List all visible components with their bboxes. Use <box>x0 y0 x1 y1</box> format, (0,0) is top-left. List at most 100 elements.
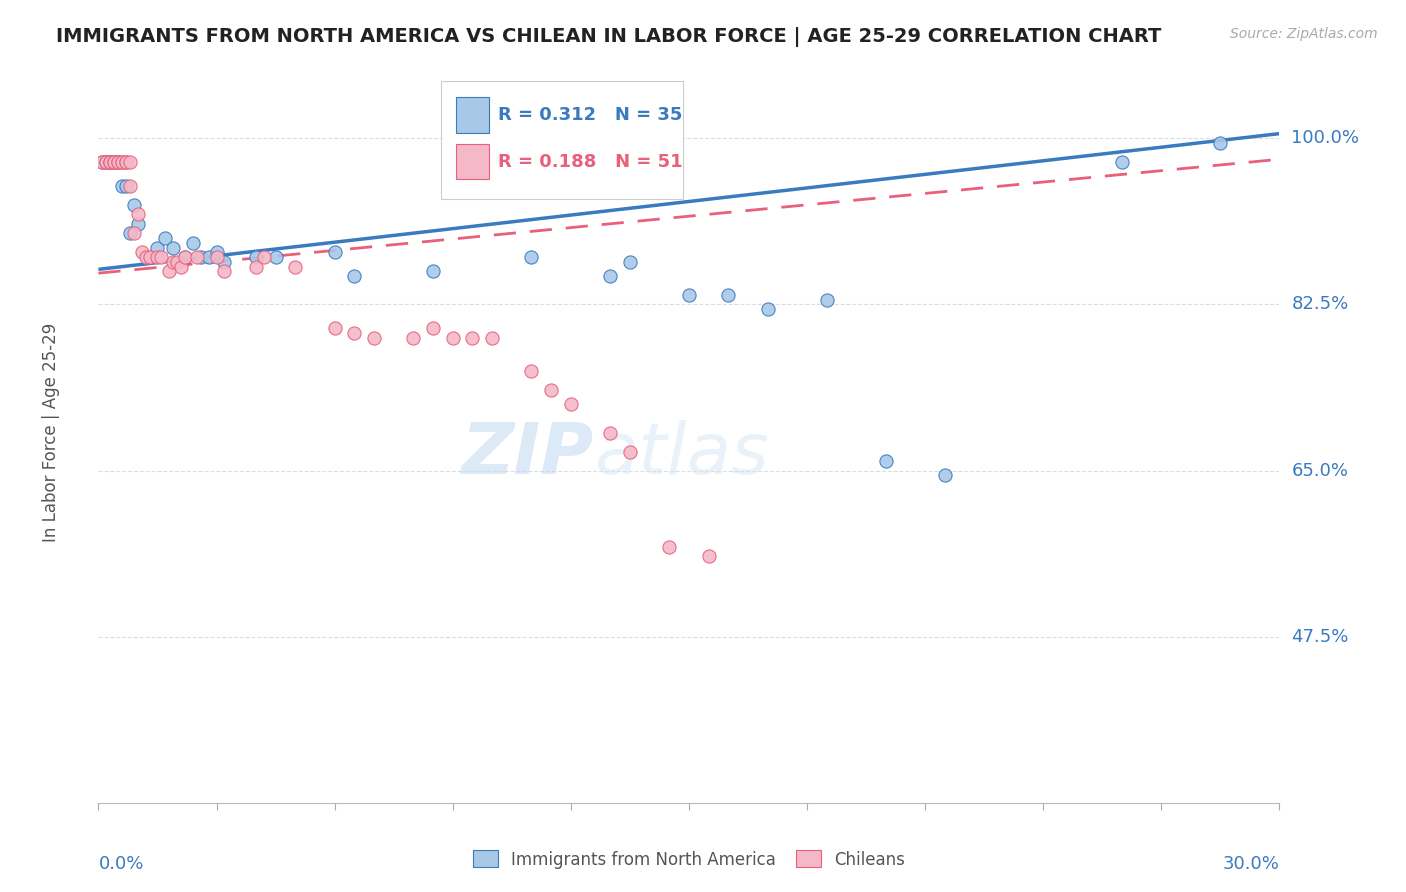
Point <box>678 288 700 302</box>
Text: 100.0%: 100.0% <box>1291 129 1360 147</box>
Point <box>697 549 720 563</box>
Point <box>264 250 287 264</box>
Point <box>157 264 180 278</box>
Point <box>245 250 267 264</box>
Point <box>422 264 444 278</box>
Point <box>174 250 197 264</box>
Point <box>111 155 134 169</box>
Point <box>214 254 236 268</box>
Point <box>323 245 346 260</box>
Point <box>111 155 134 169</box>
Point <box>127 207 149 221</box>
Point <box>122 198 145 212</box>
Point <box>146 250 169 264</box>
Point <box>162 240 184 254</box>
Point <box>619 444 641 458</box>
Point <box>343 268 366 283</box>
Point <box>560 397 582 411</box>
Point <box>520 364 543 378</box>
Point <box>135 250 157 264</box>
Point <box>115 155 138 169</box>
Point <box>599 268 621 283</box>
Point <box>934 468 956 483</box>
Point <box>115 178 138 193</box>
Point <box>98 155 121 169</box>
Point <box>98 155 121 169</box>
Point <box>1111 155 1133 169</box>
Point <box>96 155 118 169</box>
Point <box>103 155 125 169</box>
Text: 82.5%: 82.5% <box>1291 295 1348 313</box>
Point <box>619 254 641 268</box>
Text: Source: ZipAtlas.com: Source: ZipAtlas.com <box>1230 27 1378 41</box>
Point <box>138 250 160 264</box>
Point <box>146 240 169 254</box>
Point <box>245 260 267 274</box>
Point <box>197 250 219 264</box>
Legend: Immigrants from North America, Chileans: Immigrants from North America, Chileans <box>472 850 905 869</box>
Point <box>205 250 228 264</box>
Point <box>91 155 114 169</box>
Point <box>118 227 141 241</box>
Point <box>96 155 118 169</box>
Point <box>91 155 114 169</box>
Point <box>98 155 121 169</box>
Point <box>402 331 425 345</box>
Point <box>815 293 838 307</box>
Text: IMMIGRANTS FROM NORTH AMERICA VS CHILEAN IN LABOR FORCE | AGE 25-29 CORRELATION : IMMIGRANTS FROM NORTH AMERICA VS CHILEAN… <box>56 27 1161 46</box>
Point <box>118 178 141 193</box>
Point <box>107 155 129 169</box>
Point <box>284 260 307 274</box>
Point <box>170 260 193 274</box>
Text: 47.5%: 47.5% <box>1291 628 1348 646</box>
Point <box>323 321 346 335</box>
Point <box>1209 136 1232 150</box>
Point <box>422 321 444 335</box>
Point <box>103 155 125 169</box>
Point <box>186 250 208 264</box>
Point <box>441 331 464 345</box>
Point <box>107 155 129 169</box>
Text: R = 0.188   N = 51: R = 0.188 N = 51 <box>498 153 682 170</box>
Text: atlas: atlas <box>595 420 769 490</box>
Point <box>756 302 779 317</box>
Point <box>520 250 543 264</box>
Point <box>118 155 141 169</box>
Text: 65.0%: 65.0% <box>1291 461 1348 480</box>
Point <box>205 245 228 260</box>
Point <box>599 425 621 440</box>
Point <box>96 155 118 169</box>
Point <box>174 250 197 264</box>
Point <box>111 178 134 193</box>
Point <box>127 217 149 231</box>
Point <box>115 155 138 169</box>
Point <box>540 383 562 397</box>
Text: In Labor Force | Age 25-29: In Labor Force | Age 25-29 <box>42 323 60 542</box>
Point <box>481 331 503 345</box>
FancyBboxPatch shape <box>457 144 489 179</box>
Point <box>343 326 366 340</box>
Point <box>122 227 145 241</box>
Point <box>131 245 153 260</box>
Point <box>363 331 385 345</box>
Point <box>162 254 184 268</box>
Point <box>875 454 897 468</box>
Point <box>107 155 129 169</box>
Point <box>190 250 212 264</box>
Point <box>166 254 188 268</box>
Point <box>98 155 121 169</box>
FancyBboxPatch shape <box>441 81 683 200</box>
Point <box>253 250 276 264</box>
Text: ZIP: ZIP <box>463 420 595 490</box>
Point <box>214 264 236 278</box>
FancyBboxPatch shape <box>457 97 489 133</box>
Text: 30.0%: 30.0% <box>1223 855 1279 873</box>
Text: R = 0.312   N = 35: R = 0.312 N = 35 <box>498 106 682 124</box>
Point <box>461 331 484 345</box>
Point <box>658 540 681 554</box>
Text: 0.0%: 0.0% <box>98 855 143 873</box>
Point <box>150 250 173 264</box>
Point <box>155 231 177 245</box>
Point <box>717 288 740 302</box>
Point <box>103 155 125 169</box>
